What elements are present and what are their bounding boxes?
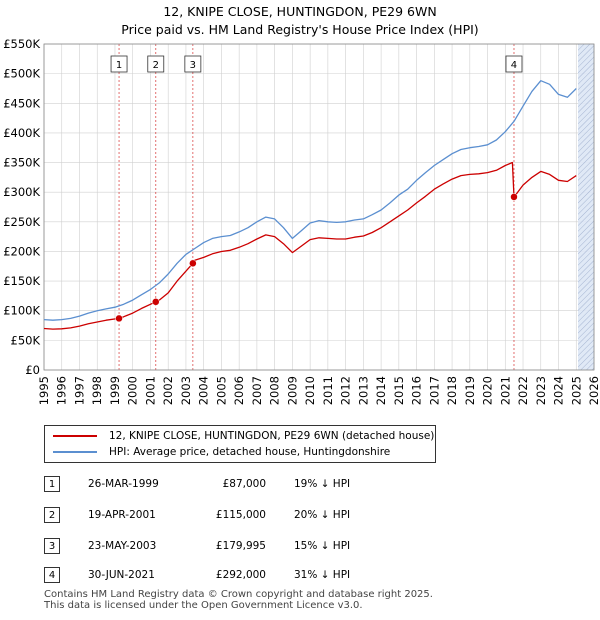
hpi-line: [43, 80, 577, 321]
y-tick-label: £250K: [3, 215, 40, 229]
y-tick-label: £350K: [3, 156, 40, 170]
legend-item-hpi: HPI: Average price, detached house, Hunt…: [53, 444, 390, 460]
y-tick-label: £150K: [3, 274, 40, 288]
x-tick-label: 2018: [445, 376, 459, 405]
x-tick-label: 2015: [392, 376, 406, 405]
sale-label-box: [184, 55, 202, 73]
sale-number-badge: 3: [44, 538, 60, 554]
x-tick-label: 1999: [108, 376, 122, 405]
sale-point: [510, 193, 518, 201]
sale-point: [115, 314, 123, 323]
sale-price: £179,995: [215, 540, 266, 552]
x-tick-label: 2021: [498, 376, 512, 405]
y-tick-label: £450K: [3, 96, 40, 110]
x-tick-label: 1996: [55, 376, 69, 405]
plot-area: [44, 44, 594, 370]
property-line: [43, 161, 577, 330]
sale-date: 30-JUN-2021: [88, 569, 155, 581]
x-tick-label: 1997: [72, 376, 86, 405]
sale-number-badge: 1: [44, 476, 60, 492]
legend-swatch-property: [53, 435, 97, 437]
x-tick-label: 2017: [427, 376, 441, 405]
sale-date: 26-MAR-1999: [88, 478, 159, 490]
x-tick-label: 2007: [250, 376, 264, 405]
y-tick-label: £200K: [3, 244, 40, 258]
sale-date: 23-MAY-2003: [88, 540, 157, 552]
x-tick-label: 2016: [410, 376, 424, 405]
attribution-line-1: Contains HM Land Registry data © Crown c…: [44, 589, 433, 600]
sale-number-badge: 2: [44, 507, 60, 523]
x-tick-label: 2020: [481, 376, 495, 405]
x-tick-label: 2012: [339, 376, 353, 405]
sale-number-badge: 4: [44, 567, 60, 583]
x-tick-label: 2005: [214, 376, 228, 405]
sale-label: 2: [153, 60, 159, 71]
y-tick-label: £0: [25, 363, 40, 377]
x-tick-label: 2013: [356, 376, 370, 405]
x-tick-label: 2023: [534, 376, 548, 405]
price-chart: £0 £50K £100K £150K £200K £250K £300K £350K £400…: [3, 37, 600, 405]
sale-label: 3: [190, 60, 196, 71]
sale-label-box: [110, 55, 128, 73]
chart-title: 12, KNIPE CLOSE, HUNTINGDON, PE29 6WN: [163, 4, 437, 19]
sale-hpi-delta: 19% ↓ HPI: [294, 478, 351, 490]
sale-row: 2 19-APR-2001 £115,000 20% ↓ HPI: [44, 507, 464, 525]
sale-price: £115,000: [215, 509, 266, 521]
sale-row: 1 26-MAR-1999 £87,000 19% ↓ HPI: [44, 476, 464, 494]
x-tick-label: 2000: [126, 376, 140, 405]
y-tick-label: £500K: [3, 67, 40, 81]
x-tick-label: 1998: [90, 376, 104, 405]
chart-legend: 12, KNIPE CLOSE, HUNTINGDON, PE29 6WN (d…: [44, 425, 436, 463]
x-tick-label: 2004: [197, 376, 211, 405]
sale-hpi-delta: 15% ↓ HPI: [294, 540, 351, 552]
sale-date: 19-APR-2001: [88, 509, 156, 521]
legend-item-property: 12, KNIPE CLOSE, HUNTINGDON, PE29 6WN (d…: [53, 428, 434, 444]
legend-label-property: 12, KNIPE CLOSE, HUNTINGDON, PE29 6WN (d…: [109, 430, 435, 442]
x-tick-label: 2003: [179, 376, 193, 405]
x-tick-label: 2024: [552, 376, 566, 405]
sale-price: £292,000: [215, 569, 266, 581]
plot-frame: [43, 43, 595, 371]
y-tick-label: £550K: [3, 37, 40, 51]
x-tick-label: 1995: [37, 376, 51, 405]
sale-row: 3 23-MAY-2003 £179,995 15% ↓ HPI: [44, 538, 464, 556]
sale-label-box: [147, 55, 165, 73]
sale-point: [152, 298, 160, 306]
y-tick-label: £300K: [3, 185, 40, 199]
attribution: Contains HM Land Registry data © Crown c…: [44, 589, 433, 611]
x-tick-label: 2001: [143, 376, 157, 405]
sale-label: 1: [116, 60, 122, 71]
x-tick-label: 2011: [321, 376, 335, 405]
x-tick-label: 2009: [285, 376, 299, 405]
legend-swatch-hpi: [53, 451, 97, 453]
x-tick-label: 2026: [587, 376, 600, 405]
x-tick-label: 2002: [161, 376, 175, 405]
y-tick-label: £400K: [3, 126, 40, 140]
chart-subtitle: Price paid vs. HM Land Registry's House …: [121, 22, 479, 37]
x-tick-label: 2025: [569, 376, 583, 405]
sale-price: £87,000: [222, 478, 266, 490]
attribution-line-2: This data is licensed under the Open Gov…: [44, 600, 363, 611]
sale-label: 4: [511, 60, 517, 71]
sale-hpi-delta: 20% ↓ HPI: [294, 509, 351, 521]
x-tick-label: 2006: [232, 376, 246, 405]
forecast-shade: [578, 44, 594, 370]
legend-label-hpi: HPI: Average price, detached house, Hunt…: [109, 446, 391, 458]
x-tick-label: 2022: [516, 376, 530, 405]
sale-row: 4 30-JUN-2021 £292,000 31% ↓ HPI: [44, 567, 464, 585]
sale-point: [189, 259, 197, 268]
y-tick-label: £100K: [3, 304, 40, 318]
x-tick-label: 2014: [374, 376, 388, 405]
sale-label-box: [505, 55, 523, 73]
sale-hpi-delta: 31% ↓ HPI: [294, 569, 351, 581]
x-tick-label: 2008: [268, 376, 282, 405]
y-tick-label: £50K: [11, 333, 41, 347]
x-tick-label: 2019: [463, 376, 477, 405]
x-tick-label: 2010: [303, 376, 317, 405]
